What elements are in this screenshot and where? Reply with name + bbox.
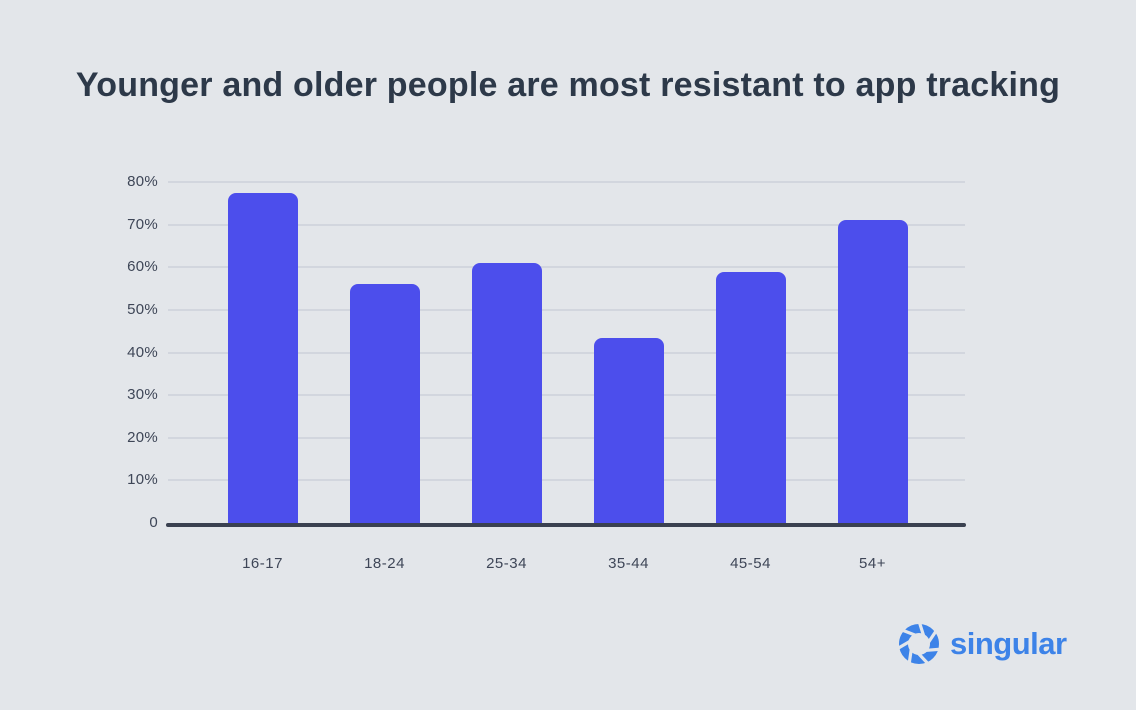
x-tick-label: 35-44 (608, 555, 649, 572)
bar-54+ (837, 220, 908, 523)
y-tick-label: 70% (127, 215, 158, 233)
bar-18-24 (349, 284, 420, 523)
gridline-70 (168, 223, 965, 226)
gridline-10 (168, 479, 965, 482)
y-tick-label: 60% (127, 258, 158, 276)
bar-35-44 (593, 337, 664, 523)
x-tick-label: 45-54 (730, 555, 771, 572)
y-tick-label: 40% (127, 343, 158, 361)
gridline-80 (168, 181, 965, 183)
y-tick-label: 10% (127, 471, 158, 489)
gridline-20 (168, 436, 965, 439)
y-tick-label: 50% (127, 300, 158, 318)
gridline-40 (168, 351, 965, 354)
gridline-60 (168, 266, 965, 269)
x-tick-label: 18-24 (364, 555, 405, 572)
x-tick-label: 16-17 (242, 555, 283, 572)
singular-logo: singular (895, 620, 1067, 668)
singular-logo-text: singular (950, 626, 1067, 661)
bar-25-34 (471, 262, 542, 523)
x-tick-label: 54+ (859, 555, 886, 572)
chart-title: Younger and older people are most resist… (75, 66, 1061, 104)
y-tick-label: 30% (127, 386, 158, 404)
gridline-30 (168, 394, 965, 397)
aperture-swirl-icon (895, 620, 943, 667)
x-axis-line (166, 523, 966, 527)
y-tick-label: 0 (149, 514, 158, 531)
y-tick-label: 20% (127, 428, 158, 446)
bar-16-17 (227, 192, 298, 523)
y-tick-label: 80% (127, 173, 158, 190)
gridline-50 (168, 308, 965, 311)
bar-45-54 (715, 271, 786, 523)
x-tick-label: 25-34 (486, 555, 527, 572)
